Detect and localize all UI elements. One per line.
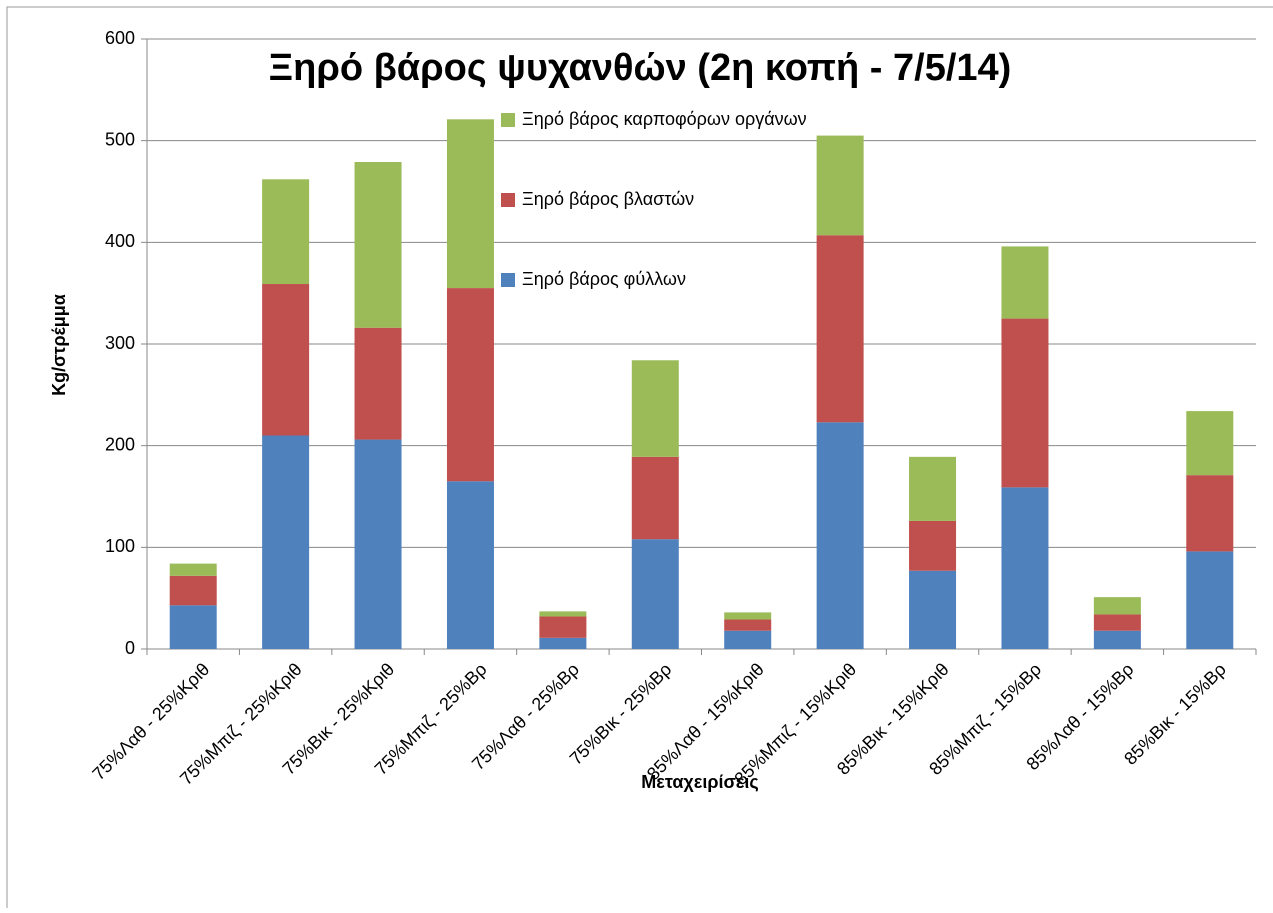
legend-label: Ξηρό βάρος καρποφόρων οργάνων: [522, 109, 807, 129]
x-tick-label: 85%Βικ - 15%Βρ: [1120, 659, 1230, 769]
bar-segment: [169, 575, 217, 606]
y-tick-label: 600: [105, 28, 135, 48]
legend-swatch: [501, 113, 515, 127]
bar-segment: [909, 520, 957, 571]
bar-segment: [1093, 614, 1141, 631]
bar-segment: [816, 422, 864, 649]
bar-segment: [539, 637, 587, 649]
y-tick-label: 400: [105, 231, 135, 251]
legend-swatch: [501, 193, 515, 207]
chart-title: Ξηρό βάρος ψυχανθών (2η κοπή - 7/5/14): [269, 47, 1012, 89]
bar-segment: [909, 456, 957, 521]
bar-segment: [262, 284, 310, 436]
bar-segment: [1186, 411, 1234, 476]
y-tick-label: 300: [105, 333, 135, 353]
bar-segment: [816, 235, 864, 423]
legend-label: Ξηρό βάρος φύλλων: [522, 269, 686, 289]
y-tick-label: 200: [105, 434, 135, 454]
bar-segment: [724, 630, 772, 649]
bar-segment: [169, 605, 217, 649]
bar-segment: [816, 135, 864, 236]
bar-segment: [1093, 597, 1141, 615]
bar-segment: [724, 619, 772, 631]
y-tick-label: 100: [105, 536, 135, 556]
legend-label: Ξηρό βάρος βλαστών: [522, 189, 694, 209]
bar-segment: [631, 539, 679, 649]
bar-segment: [1186, 551, 1234, 649]
bar-segment: [354, 162, 402, 328]
bar-segment: [1186, 475, 1234, 552]
x-axis-label: Μεταχειρίσεις: [641, 772, 758, 792]
bar-segment: [539, 616, 587, 638]
y-tick-label: 500: [105, 129, 135, 149]
bar-segment: [1001, 318, 1049, 488]
bar-segment: [1001, 246, 1049, 319]
bar-segment: [1001, 487, 1049, 649]
bar-segment: [631, 360, 679, 457]
bar-segment: [446, 119, 494, 289]
bar-segment: [262, 435, 310, 649]
bar-segment: [909, 570, 957, 649]
bar-segment: [262, 179, 310, 285]
y-tick-label: 0: [125, 638, 135, 658]
bar-segment: [169, 563, 217, 576]
bar-segment: [446, 481, 494, 649]
y-axis-label: Kg/στρέμμα: [49, 294, 69, 396]
bar-segment: [446, 288, 494, 482]
bar-segment: [354, 327, 402, 440]
legend-swatch: [501, 273, 515, 287]
chart-border: [6, 6, 1273, 913]
bar-segment: [631, 456, 679, 540]
bar-segment: [1093, 630, 1141, 649]
bar-segment: [539, 611, 587, 617]
bar-segment: [354, 439, 402, 649]
x-tick-label: 75%Βικ - 25%Βρ: [566, 659, 676, 769]
bar-segment: [724, 612, 772, 620]
